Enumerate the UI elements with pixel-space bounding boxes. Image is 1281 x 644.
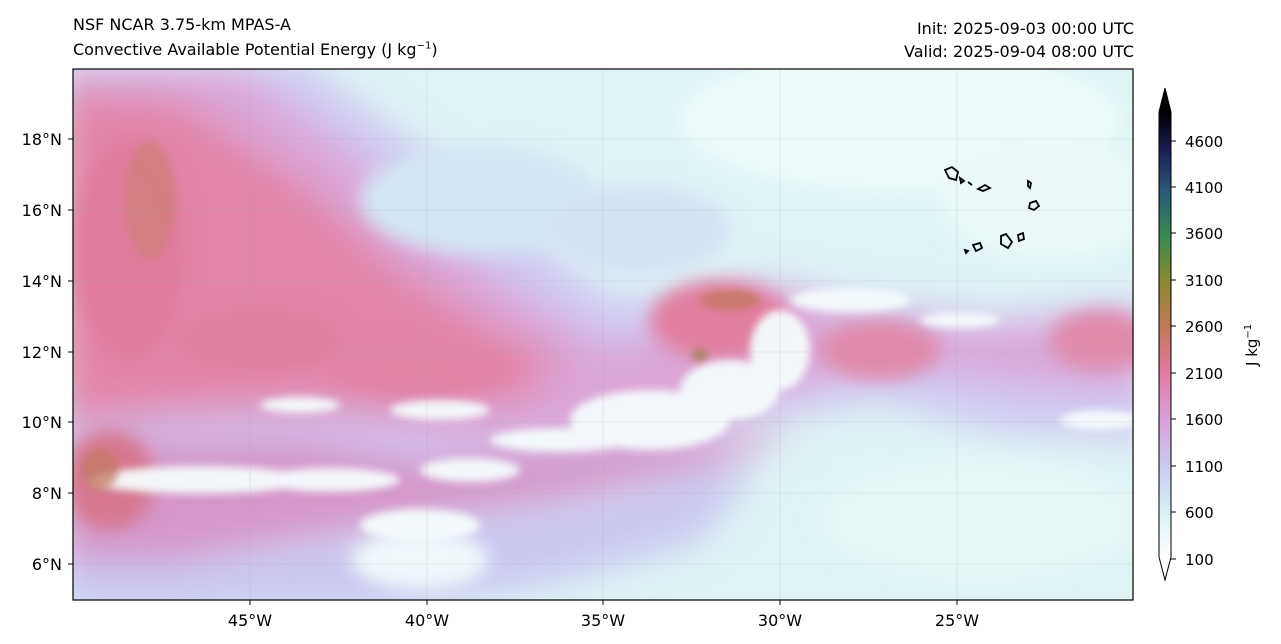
- time-info-block: Init: 2025-09-03 00:00 UTC Valid: 2025-0…: [904, 17, 1134, 63]
- colorbar-tick-label: 1100: [1185, 458, 1223, 476]
- colorbar-gradient: [1159, 112, 1171, 557]
- lat-tick-label: 6°N: [32, 555, 62, 574]
- colorbar-tick-label: 600: [1185, 504, 1214, 522]
- field-title: Convective Available Potential Energy (J…: [73, 37, 438, 62]
- cape-field: [73, 69, 1133, 600]
- colorbar-tick-label: 3600: [1185, 225, 1223, 243]
- lat-tick-label: 18°N: [22, 130, 62, 149]
- lat-tick-label: 10°N: [22, 413, 62, 432]
- colorbar-extend-min: [1159, 557, 1171, 580]
- lon-tick-label: 45°W: [228, 611, 272, 630]
- coastlines: [943, 165, 1041, 255]
- valid-time: Valid: 2025-09-04 08:00 UTC: [903, 42, 1134, 61]
- lon-tick-label: 30°W: [758, 611, 802, 630]
- lat-axis: [68, 138, 73, 565]
- colorbar-tick-label: 2600: [1185, 318, 1223, 336]
- colorbar-tick-label: 4600: [1185, 133, 1223, 151]
- lat-tick-label: 12°N: [22, 343, 62, 362]
- colorbar-tick-label: 100: [1185, 551, 1214, 569]
- lon-tick-label: 35°W: [581, 611, 625, 630]
- colorbar: 4600 4100 3600 3100 2600 2100 1600 1100 …: [1158, 87, 1261, 582]
- gridlines: [73, 69, 1133, 600]
- colorbar-tick-label: 1600: [1185, 411, 1223, 429]
- colorbar-tick-label: 3100: [1185, 272, 1223, 290]
- lat-tick-label: 8°N: [32, 484, 62, 503]
- colorbar-tick-label: 2100: [1185, 365, 1223, 383]
- colorbar-label: J kg−1: [1243, 324, 1261, 367]
- colorbar-extend-max: [1159, 88, 1171, 112]
- lon-tick-label: 40°W: [405, 611, 449, 630]
- field-close: ): [431, 40, 438, 59]
- chart-title-block: NSF NCAR 3.75-km MPAS-A Convective Avail…: [73, 12, 438, 62]
- field-unit-exponent: −1: [416, 40, 432, 52]
- lon-tick-label: 25°W: [935, 611, 979, 630]
- model-title: NSF NCAR 3.75-km MPAS-A: [73, 15, 291, 34]
- lon-axis: [249, 600, 958, 605]
- colorbar-tick-label: 4100: [1185, 179, 1223, 197]
- lat-tick-label: 14°N: [22, 272, 62, 291]
- colorbar-label-text: J kg: [1243, 339, 1261, 367]
- field-name: Convective Available Potential Energy (J…: [73, 40, 417, 59]
- init-time: Init: 2025-09-03 00:00 UTC: [916, 19, 1134, 38]
- colorbar-label-exponent: −1: [1243, 324, 1254, 339]
- lat-tick-label: 16°N: [22, 201, 62, 220]
